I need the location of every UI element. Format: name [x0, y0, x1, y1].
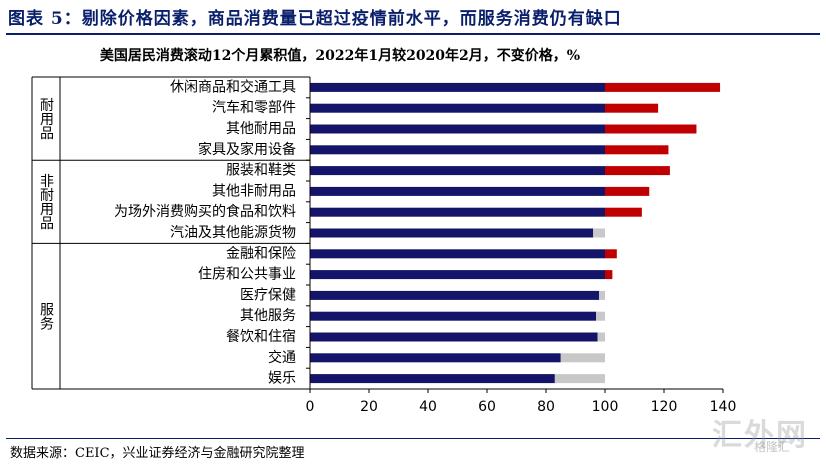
bar-base — [310, 311, 597, 321]
bar-above-baseline — [605, 166, 670, 176]
footer-divider — [6, 438, 820, 439]
x-tick-label: 20 — [360, 399, 378, 415]
bar-base — [310, 332, 598, 342]
category-label: 家具及家用设备 — [198, 141, 296, 158]
x-tick-label: 60 — [478, 399, 496, 415]
bar-base — [310, 166, 605, 176]
watermark-logo: 格隆汇 — [754, 440, 791, 454]
group-label: 非耐用品 — [38, 174, 54, 230]
bar-above-baseline — [605, 249, 617, 259]
chart-title: 美国居民消费滚动12个月累积值，2022年1月较2020年2月，不变价格，% — [100, 47, 580, 64]
x-tick-label: 80 — [537, 399, 555, 415]
bar-base — [310, 228, 594, 238]
bar-above-baseline — [605, 103, 659, 113]
bars — [310, 82, 721, 384]
source-note: 数据来源：CEIC，兴业证券经济与金融研究院整理 — [10, 446, 305, 461]
bar-above-baseline — [605, 186, 650, 196]
bar-base — [310, 249, 605, 259]
category-label: 交通 — [268, 349, 296, 366]
category-label: 娱乐 — [268, 371, 296, 387]
x-tick-label: 140 — [710, 399, 737, 415]
group-label: 服务 — [38, 302, 54, 330]
bar-above-baseline — [605, 270, 613, 280]
bar-base — [310, 207, 605, 217]
bar-base — [310, 124, 605, 134]
bar-chart: 美国居民消费滚动12个月累积值，2022年1月较2020年2月，不变价格，% 耐… — [31, 47, 737, 415]
category-label: 餐饮和住宿 — [226, 328, 296, 345]
bar-gap-to-baseline — [596, 311, 605, 321]
bar-gap-to-baseline — [597, 332, 605, 342]
category-label: 金融和保险 — [226, 246, 296, 262]
category-label: 汽油及其他能源货物 — [170, 224, 296, 241]
group-label: 耐用品 — [38, 98, 54, 140]
bar-base — [310, 374, 555, 384]
category-label: 汽车和零部件 — [212, 99, 296, 116]
bar-base — [310, 186, 605, 196]
bar-base — [310, 82, 605, 92]
x-tick-label: 100 — [592, 399, 619, 415]
bar-base — [310, 145, 605, 155]
bar-above-baseline — [605, 124, 697, 134]
bar-above-baseline — [605, 82, 721, 92]
bar-above-baseline — [605, 145, 669, 155]
bar-base — [310, 103, 605, 113]
category-label: 住房和公共事业 — [198, 267, 296, 283]
bar-gap-to-baseline — [554, 374, 605, 384]
bar-above-baseline — [605, 207, 642, 217]
group-frame — [31, 76, 310, 390]
bar-gap-to-baseline — [560, 353, 605, 363]
category-labels: 休闲商品和交通工具汽车和零部件其他耐用品家具及家用设备服装和鞋类其他非耐用品为场… — [114, 78, 296, 386]
category-label: 为场外消费购买的食品和饮料 — [114, 203, 296, 220]
watermark: 汇外网 — [712, 418, 808, 453]
x-axis: 0 20 40 60 80 100 120 140 — [306, 76, 737, 415]
category-label: 其他非耐用品 — [212, 183, 296, 199]
bar-gap-to-baseline — [599, 290, 605, 300]
category-label: 其他服务 — [240, 308, 296, 324]
bar-base — [310, 353, 561, 363]
x-tick-label: 0 — [306, 399, 315, 415]
x-tick-label: 120 — [651, 399, 678, 415]
x-tick-label: 40 — [419, 399, 437, 415]
category-label: 其他耐用品 — [226, 121, 296, 137]
bar-base — [310, 270, 605, 280]
bar-gap-to-baseline — [593, 228, 605, 238]
figure-title: 图表 5：剔除价格因素，商品消费量已超过疫情前水平，而服务消费仍有缺口 — [8, 9, 622, 29]
category-label: 休闲商品和交通工具 — [170, 78, 296, 95]
bar-base — [310, 290, 600, 300]
category-label: 医疗保健 — [240, 287, 296, 303]
title-divider — [6, 33, 820, 35]
category-label: 服装和鞋类 — [226, 163, 296, 179]
